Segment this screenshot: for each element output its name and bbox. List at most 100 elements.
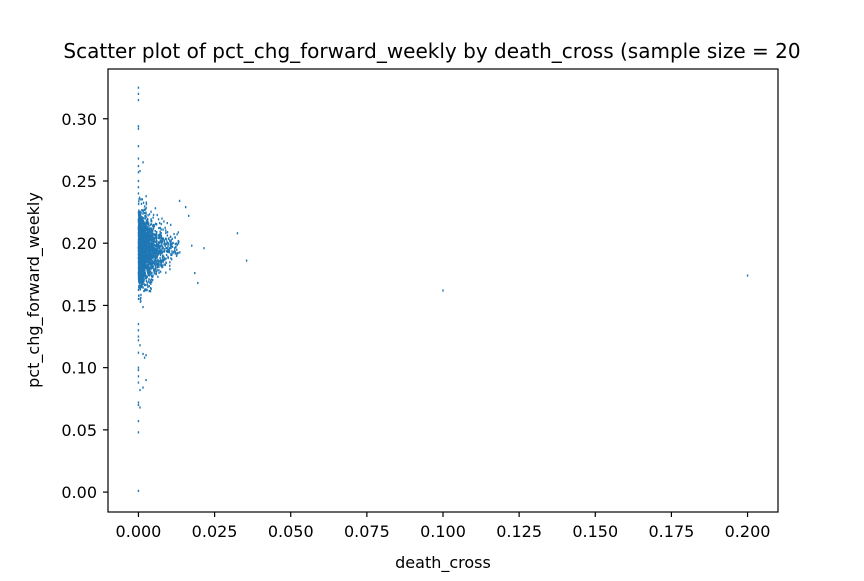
scatter-point bbox=[170, 253, 172, 257]
scatter-point bbox=[159, 261, 162, 264]
scatter-point bbox=[160, 251, 163, 254]
scatter-point bbox=[138, 214, 140, 217]
scatter-point bbox=[178, 240, 180, 243]
scatter-point bbox=[137, 86, 140, 89]
scatter-point bbox=[137, 266, 140, 269]
scatter-point bbox=[154, 269, 156, 272]
scatter-point bbox=[151, 238, 153, 242]
scatter-point bbox=[148, 240, 150, 243]
scatter-point bbox=[160, 264, 162, 268]
scatter-point bbox=[145, 211, 147, 214]
scatter-point bbox=[144, 284, 146, 287]
scatter-point bbox=[148, 256, 151, 259]
scatter-point bbox=[138, 253, 141, 256]
scatter-point bbox=[137, 381, 140, 384]
scatter-point bbox=[151, 275, 154, 278]
scatter-point bbox=[140, 242, 143, 245]
scatter-point bbox=[150, 267, 153, 270]
scatter-point bbox=[163, 247, 165, 251]
scatter-point bbox=[141, 198, 144, 201]
scatter-point bbox=[140, 268, 142, 271]
scatter-point bbox=[155, 223, 158, 226]
y-tick-label: 0.10 bbox=[61, 359, 97, 378]
scatter-point bbox=[245, 259, 248, 262]
x-axis: 0.000 0.025 0.050 0.075 0.100 0.125 0.150 0.175… bbox=[116, 512, 770, 541]
scatter-point bbox=[152, 265, 154, 268]
scatter-point bbox=[137, 179, 140, 183]
scatter-point bbox=[161, 263, 163, 266]
scatter-point bbox=[155, 233, 158, 236]
scatter-point bbox=[140, 286, 142, 289]
scatter-point bbox=[149, 238, 152, 241]
scatter-point bbox=[140, 214, 142, 217]
scatter-point bbox=[140, 248, 142, 251]
scatter-point bbox=[155, 257, 157, 260]
scatter-point bbox=[138, 216, 140, 219]
scatter-point bbox=[175, 245, 177, 248]
scatter-point bbox=[151, 261, 153, 264]
scatter-point bbox=[169, 243, 171, 247]
scatter-point bbox=[138, 209, 140, 212]
scatter-point bbox=[144, 217, 146, 220]
scatter-point bbox=[150, 249, 153, 252]
scatter-point bbox=[171, 253, 173, 256]
scatter-point bbox=[194, 271, 196, 275]
scatter-point bbox=[153, 261, 155, 264]
scatter-point bbox=[150, 223, 153, 226]
scatter-point bbox=[153, 272, 156, 275]
scatter-point bbox=[139, 388, 141, 392]
scatter-point bbox=[144, 214, 146, 218]
scatter-point bbox=[152, 227, 155, 230]
scatter-point bbox=[149, 248, 151, 251]
x-tick-label: 0.000 bbox=[116, 522, 162, 541]
scatter-point bbox=[143, 356, 146, 359]
scatter-point bbox=[169, 261, 171, 264]
scatter-point bbox=[157, 234, 160, 237]
scatter-point bbox=[137, 351, 140, 354]
scatter-point bbox=[161, 244, 163, 248]
scatter-point bbox=[148, 251, 150, 254]
scatter-point bbox=[165, 238, 167, 241]
scatter-point bbox=[152, 246, 154, 249]
scatter-point bbox=[143, 211, 146, 215]
scatter-point bbox=[153, 243, 156, 247]
scatter-point bbox=[151, 259, 154, 262]
scatter-point bbox=[138, 236, 141, 239]
scatter-point bbox=[176, 242, 178, 245]
scatter-point bbox=[137, 420, 140, 423]
scatter-point bbox=[142, 248, 144, 252]
scatter-point bbox=[143, 236, 146, 240]
scatter-point bbox=[143, 263, 145, 266]
scatter-point bbox=[155, 238, 158, 241]
scatter-point bbox=[163, 241, 166, 244]
scatter-point bbox=[155, 251, 157, 254]
scatter-point bbox=[165, 257, 167, 260]
scatter-point bbox=[141, 279, 144, 282]
scatter-point bbox=[140, 234, 143, 237]
scatter-point bbox=[138, 198, 140, 201]
scatter-point bbox=[140, 240, 143, 243]
scatter-point bbox=[137, 288, 140, 292]
scatter-point bbox=[145, 254, 147, 257]
scatter-point bbox=[147, 269, 149, 272]
scatter-point bbox=[143, 223, 145, 226]
scatter-point bbox=[140, 216, 142, 219]
scatter-point bbox=[152, 245, 154, 248]
scatter-point bbox=[151, 232, 154, 236]
scatter-point bbox=[146, 264, 149, 267]
scatter-point bbox=[138, 247, 141, 250]
scatter-point bbox=[149, 270, 152, 273]
scatter-point bbox=[137, 241, 140, 245]
scatter-point bbox=[164, 263, 167, 266]
scatter-point bbox=[165, 229, 167, 232]
scatter-point bbox=[143, 258, 145, 261]
scatter-point bbox=[152, 223, 155, 227]
scatter-point bbox=[146, 245, 148, 248]
scatter-point bbox=[141, 217, 144, 221]
scatter-point bbox=[158, 242, 160, 245]
scatter-point bbox=[142, 352, 144, 356]
scatter-point bbox=[143, 264, 146, 267]
scatter-point bbox=[150, 238, 152, 242]
scatter-point bbox=[140, 250, 143, 254]
